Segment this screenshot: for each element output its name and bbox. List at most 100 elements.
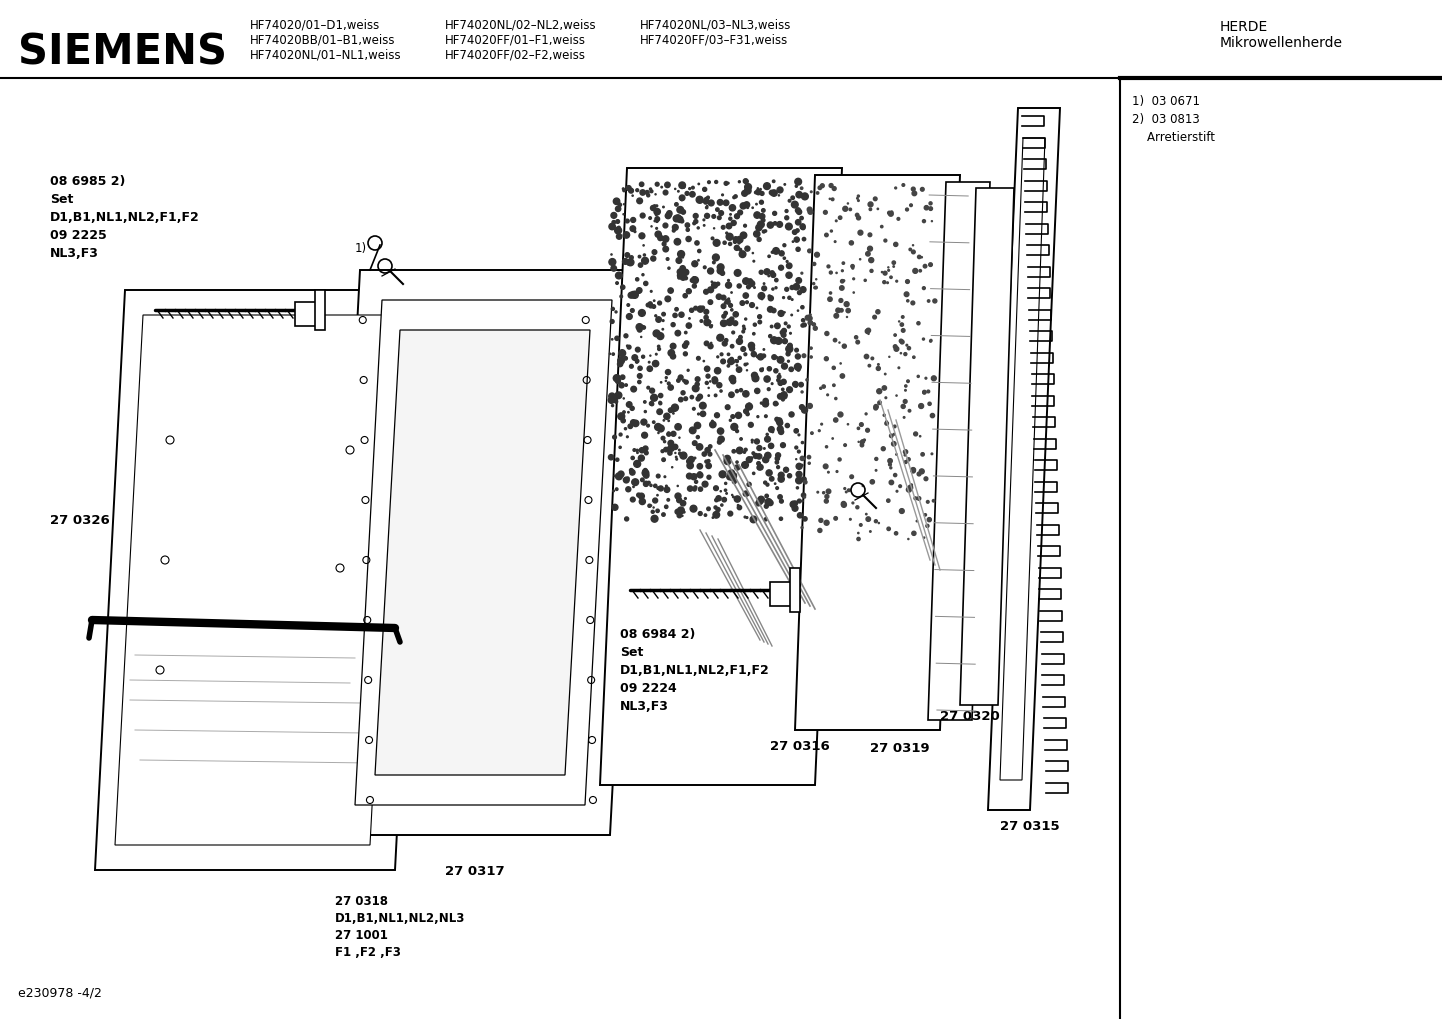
Circle shape — [650, 256, 656, 261]
Circle shape — [668, 288, 673, 293]
Circle shape — [620, 275, 623, 277]
Circle shape — [611, 266, 617, 271]
Circle shape — [913, 268, 917, 273]
Circle shape — [650, 394, 658, 401]
Circle shape — [624, 384, 627, 386]
Circle shape — [835, 220, 838, 222]
Circle shape — [675, 215, 681, 221]
Circle shape — [754, 192, 757, 194]
Circle shape — [616, 206, 620, 212]
Circle shape — [698, 487, 702, 491]
Circle shape — [867, 328, 871, 332]
Circle shape — [872, 315, 877, 319]
Circle shape — [819, 387, 822, 389]
Circle shape — [929, 202, 932, 205]
Circle shape — [737, 447, 743, 453]
Circle shape — [800, 227, 803, 229]
Circle shape — [717, 383, 722, 387]
Circle shape — [630, 291, 637, 299]
Text: 1)  03 0671
2)  03 0813
    Arretierstift: 1) 03 0671 2) 03 0813 Arretierstift — [1132, 95, 1216, 144]
Circle shape — [708, 452, 712, 457]
Circle shape — [675, 330, 681, 336]
Circle shape — [747, 457, 753, 463]
Circle shape — [750, 303, 754, 308]
Circle shape — [773, 248, 779, 254]
Circle shape — [724, 455, 731, 462]
Circle shape — [764, 452, 771, 459]
Circle shape — [780, 330, 784, 334]
Circle shape — [717, 268, 724, 274]
Circle shape — [658, 235, 663, 240]
Circle shape — [733, 321, 738, 326]
Circle shape — [764, 229, 767, 232]
Circle shape — [699, 403, 707, 409]
Circle shape — [650, 206, 656, 211]
Circle shape — [655, 231, 662, 237]
Circle shape — [655, 424, 662, 430]
Circle shape — [888, 211, 891, 214]
Circle shape — [782, 379, 786, 384]
Circle shape — [686, 459, 692, 464]
Circle shape — [728, 470, 734, 477]
Circle shape — [780, 500, 782, 502]
Circle shape — [659, 401, 662, 405]
Circle shape — [842, 270, 844, 272]
Circle shape — [885, 422, 888, 425]
Circle shape — [629, 424, 633, 429]
Circle shape — [777, 186, 783, 193]
Circle shape — [930, 414, 934, 418]
Circle shape — [864, 279, 867, 281]
Circle shape — [743, 292, 748, 299]
Circle shape — [894, 187, 897, 189]
Circle shape — [645, 451, 647, 454]
Circle shape — [787, 474, 792, 478]
Circle shape — [694, 486, 696, 489]
Circle shape — [790, 285, 795, 289]
Circle shape — [744, 202, 750, 208]
Circle shape — [795, 385, 797, 387]
Circle shape — [753, 323, 757, 326]
Circle shape — [908, 249, 911, 251]
Circle shape — [826, 394, 829, 395]
Circle shape — [626, 436, 629, 438]
Circle shape — [820, 183, 825, 187]
Circle shape — [911, 531, 916, 535]
Circle shape — [722, 341, 727, 346]
Circle shape — [833, 517, 838, 520]
Circle shape — [695, 480, 698, 483]
Circle shape — [870, 480, 874, 484]
Circle shape — [733, 236, 738, 242]
Circle shape — [678, 191, 679, 192]
Circle shape — [619, 359, 622, 363]
Circle shape — [904, 385, 907, 387]
Circle shape — [757, 315, 761, 319]
Circle shape — [748, 342, 754, 348]
Circle shape — [653, 330, 660, 337]
Circle shape — [733, 312, 738, 317]
Circle shape — [738, 335, 743, 339]
Circle shape — [698, 512, 702, 516]
Circle shape — [741, 462, 748, 469]
Circle shape — [642, 274, 645, 276]
Circle shape — [751, 451, 754, 454]
Circle shape — [645, 191, 649, 195]
Circle shape — [685, 223, 689, 227]
Circle shape — [737, 505, 741, 510]
Circle shape — [676, 216, 684, 222]
Circle shape — [696, 435, 699, 438]
Circle shape — [712, 517, 714, 519]
Circle shape — [665, 377, 668, 379]
Circle shape — [672, 406, 676, 412]
Circle shape — [933, 499, 934, 502]
Circle shape — [747, 363, 748, 365]
Circle shape — [746, 247, 750, 251]
Circle shape — [696, 197, 704, 203]
Circle shape — [715, 208, 720, 211]
Text: 27 0350
Set: 27 0350 Set — [841, 606, 900, 634]
Circle shape — [903, 399, 907, 404]
Circle shape — [737, 236, 743, 243]
Circle shape — [611, 308, 614, 311]
Circle shape — [744, 318, 747, 320]
Circle shape — [763, 283, 764, 284]
Circle shape — [893, 433, 895, 435]
